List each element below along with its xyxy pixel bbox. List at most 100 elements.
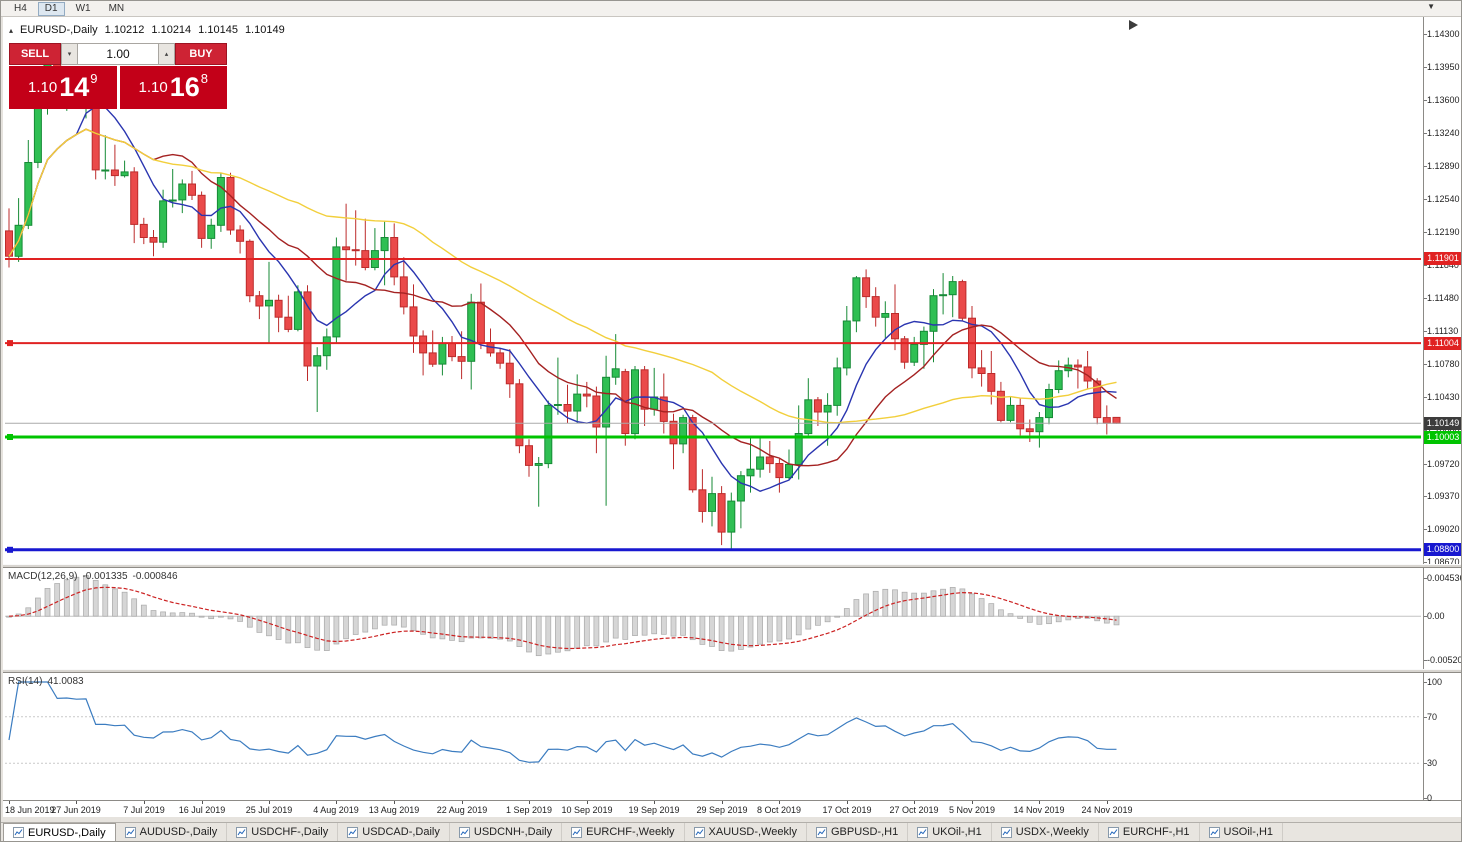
chart-tab-usdchf-daily[interactable]: USDCHF-,Daily — [227, 823, 339, 841]
chart-tab-label: EURUSD-,Daily — [28, 826, 106, 839]
scale-tick — [1424, 578, 1427, 579]
chart-shift-marker[interactable] — [1129, 20, 1138, 30]
chart-tab-usdx-weekly[interactable]: USDX-,Weekly — [992, 823, 1099, 841]
chart-tab-icon — [236, 826, 248, 838]
scale-tick — [1424, 430, 1427, 431]
panel-separator[interactable] — [3, 564, 1461, 568]
date-tick — [847, 801, 848, 804]
level-handle[interactable] — [7, 434, 13, 440]
chart-tab-icon — [1208, 826, 1220, 838]
volume-increase-button[interactable]: ▴ — [158, 43, 175, 65]
date-tick — [779, 801, 780, 804]
candles — [5, 50, 1121, 551]
chart-tab-label: USDX-,Weekly — [1015, 826, 1089, 838]
scale-label: 1.14300 — [1427, 29, 1460, 39]
timeframe-buttons: H4 D1 W1 MN — [7, 1, 135, 16]
chart-tab-label: USOil-,H1 — [1223, 826, 1274, 838]
rsi-name: RSI(14) — [8, 676, 43, 687]
rsi-panel-canvas[interactable] — [3, 673, 1423, 800]
date-label: 29 Sep 2019 — [696, 805, 748, 815]
level-handle[interactable] — [7, 340, 13, 347]
rsi-line — [8, 681, 1117, 763]
chart-tab-ukoil-h1[interactable]: UKOil-,H1 — [908, 823, 992, 841]
date-label: 22 Aug 2019 — [436, 805, 488, 815]
timeframe-toolbar: H4 D1 W1 MN ▼ — [1, 1, 1461, 17]
macd-value-main: -0.001335 — [82, 571, 128, 582]
ma-line-8 — [8, 105, 1117, 492]
date-label: 17 Oct 2019 — [822, 805, 872, 815]
scale-label: 0 — [1427, 793, 1433, 803]
sell-price-prefix: 1.10 — [28, 79, 58, 96]
date-tick — [336, 801, 337, 804]
quote-low: 1.10145 — [198, 24, 238, 36]
level-handle[interactable] — [7, 546, 13, 553]
scale-tick — [1424, 133, 1427, 134]
date-label: 14 Nov 2019 — [1013, 805, 1065, 815]
scale-tick — [1424, 166, 1427, 167]
timeframe-button-h4[interactable]: H4 — [7, 2, 34, 16]
macd-panel-canvas[interactable] — [3, 568, 1423, 669]
level-price-box: 1.10003 — [1424, 431, 1461, 444]
scale-tick — [1424, 717, 1427, 718]
date-label: 25 Jul 2019 — [245, 805, 293, 815]
buy-price-pipette: 8 — [200, 71, 208, 86]
scale-label: -0.005205 — [1427, 655, 1461, 665]
price-scale[interactable]: 1.14300 1.13950 1.13600 1.13240 1.12890 1.125… — [1423, 17, 1461, 803]
main-chart-canvas[interactable] — [3, 17, 1423, 564]
volume-decrease-button[interactable]: ▾ — [61, 43, 78, 65]
date-label: 27 Jun 2019 — [51, 805, 101, 815]
chart-tab-xauusd-weekly[interactable]: XAUUSD-,Weekly — [685, 823, 807, 841]
buy-price-display[interactable]: 1.10 16 8 — [119, 66, 227, 109]
quote-open: 1.10212 — [104, 24, 145, 36]
timeframe-button-mn[interactable]: MN — [102, 2, 132, 16]
chart-tab-eurchf-h1[interactable]: EURCHF-,H1 — [1099, 823, 1200, 841]
scale-label: 1.12190 — [1427, 227, 1460, 237]
macd-indicator-label: MACD(12,26,9) -0.001335 -0.000846 — [8, 571, 183, 582]
sell-price-display[interactable]: 1.10 14 9 — [9, 66, 117, 109]
macd-histogram — [6, 575, 1120, 657]
scale-tick — [1424, 682, 1427, 683]
date-tick — [972, 801, 973, 804]
chart-tab-icon — [571, 826, 583, 838]
sell-button[interactable]: SELL — [9, 43, 61, 65]
panel-separator[interactable] — [3, 669, 1461, 673]
buy-price-prefix: 1.10 — [138, 79, 168, 96]
chart-tab-usdcnh-daily[interactable]: USDCNH-,Daily — [450, 823, 563, 841]
scale-tick — [1424, 364, 1427, 365]
scale-tick — [1424, 496, 1427, 497]
scale-tick — [1424, 798, 1427, 799]
chart-tab-audusd-daily[interactable]: AUDUSD-,Daily — [116, 823, 228, 841]
date-axis[interactable]: 18 Jun 2019 27 Jun 2019 7 Jul 2019 16 Jul 2… — [3, 800, 1461, 817]
scale-label: 1.09720 — [1427, 459, 1460, 469]
chart-tab-usdcad-daily[interactable]: USDCAD-,Daily — [338, 823, 450, 841]
quote-symbol: EURUSD-,Daily — [20, 24, 98, 36]
scale-label: 1.10780 — [1427, 359, 1460, 369]
scale-label: 1.11130 — [1427, 326, 1459, 336]
timeframe-button-w1[interactable]: W1 — [69, 2, 98, 16]
chart-tab-icon — [917, 826, 929, 838]
scale-label: 1.11840 — [1427, 260, 1459, 270]
timeframe-button-d1[interactable]: D1 — [37, 1, 65, 16]
chart-tab-label: GBPUSD-,H1 — [830, 826, 899, 838]
buy-price-pips: 16 — [169, 72, 200, 102]
chart-tab-eurchf-weekly[interactable]: EURCHF-,Weekly — [562, 823, 685, 841]
date-tick — [1039, 801, 1040, 804]
chart-tab-eurusd-daily[interactable]: EURUSD-,Daily — [3, 823, 116, 841]
chart-tab-gbpusd-h1[interactable]: GBPUSD-,H1 — [807, 823, 909, 841]
chart-tab-icon — [458, 826, 470, 838]
level-price-box: 1.11901 — [1424, 252, 1461, 265]
toolbar-overflow-icon[interactable]: ▼ — [1427, 2, 1435, 11]
scale-label: 100 — [1427, 677, 1443, 687]
chart-tab-usoil-h1[interactable]: USOil-,H1 — [1200, 823, 1284, 841]
chart-tab-label: USDCHF-,Daily — [251, 826, 329, 838]
buy-button[interactable]: BUY — [175, 43, 227, 65]
date-label: 13 Aug 2019 — [368, 805, 420, 815]
scale-label: 1.12890 — [1427, 161, 1460, 171]
volume-input[interactable] — [78, 43, 158, 65]
date-tick — [394, 801, 395, 804]
collapse-trade-panel-icon[interactable]: ▴ — [9, 25, 14, 35]
chart-tab-bar: EURUSD-,Daily AUDUSD-,Daily USDCHF-,Daily U… — [1, 822, 1461, 841]
scale-tick — [1424, 616, 1427, 617]
